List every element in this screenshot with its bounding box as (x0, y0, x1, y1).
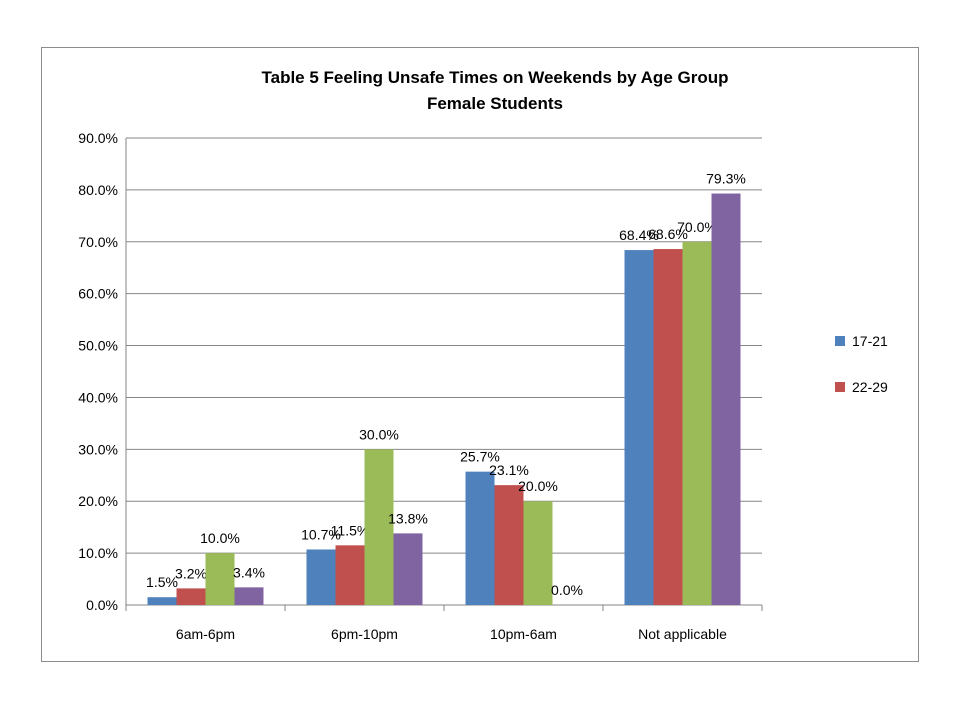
bar (393, 533, 423, 605)
data-label: 20.0% (518, 478, 558, 494)
data-label: 25.7% (460, 449, 500, 465)
bar (682, 241, 712, 605)
y-tick-label: 70.0% (78, 234, 118, 250)
bar-chart: Table 5 Feeling Unsafe Times on Weekends… (78, 68, 888, 642)
bar (711, 193, 741, 605)
data-label: 10.0% (200, 530, 240, 546)
y-tick-label: 90.0% (78, 130, 118, 146)
y-tick-label: 60.0% (78, 286, 118, 302)
data-label: 13.8% (388, 510, 428, 526)
data-label: 3.2% (175, 565, 207, 581)
y-tick-label: 20.0% (78, 493, 118, 509)
x-category-label: 6pm-10pm (331, 626, 398, 642)
data-label: 3.4% (233, 564, 265, 580)
data-label: 68.4% (619, 227, 659, 243)
data-label: 0.0% (551, 582, 583, 598)
bar (494, 485, 524, 605)
data-label: 11.5% (331, 522, 370, 538)
data-label: 68.6% (648, 226, 688, 242)
chart-title: Table 5 Feeling Unsafe Times on Weekends… (262, 68, 729, 87)
data-label: 70.0% (677, 219, 717, 235)
bar (364, 449, 394, 605)
bar (205, 553, 235, 605)
data-label: 1.5% (146, 574, 178, 590)
legend-label: 22-29 (852, 379, 888, 395)
bar (306, 549, 336, 605)
y-tick-label: 0.0% (86, 597, 118, 613)
bar (335, 545, 365, 605)
y-tick-label: 30.0% (78, 441, 118, 457)
bar (176, 588, 206, 605)
bar (147, 597, 177, 605)
legend-swatch (835, 382, 845, 392)
bar (234, 587, 264, 605)
x-category-label: 6am-6pm (176, 626, 235, 642)
chart-frame: Table 5 Feeling Unsafe Times on Weekends… (41, 47, 919, 662)
data-label: 79.3% (706, 171, 746, 187)
bar (624, 250, 654, 605)
y-tick-label: 40.0% (78, 389, 118, 405)
bar (465, 471, 495, 605)
y-tick-label: 80.0% (78, 182, 118, 198)
data-label: 10.7% (301, 526, 341, 542)
y-tick-label: 10.0% (78, 545, 118, 561)
data-label: 23.1% (489, 462, 529, 478)
chart-subtitle: Female Students (427, 94, 563, 113)
legend-label: 17-21 (852, 333, 888, 349)
bar (523, 501, 553, 605)
x-category-label: 10pm-6am (490, 626, 557, 642)
y-tick-label: 50.0% (78, 338, 118, 354)
data-label: 30.0% (359, 426, 399, 442)
legend-swatch (835, 336, 845, 346)
x-category-label: Not applicable (638, 626, 727, 642)
bar (653, 249, 683, 605)
